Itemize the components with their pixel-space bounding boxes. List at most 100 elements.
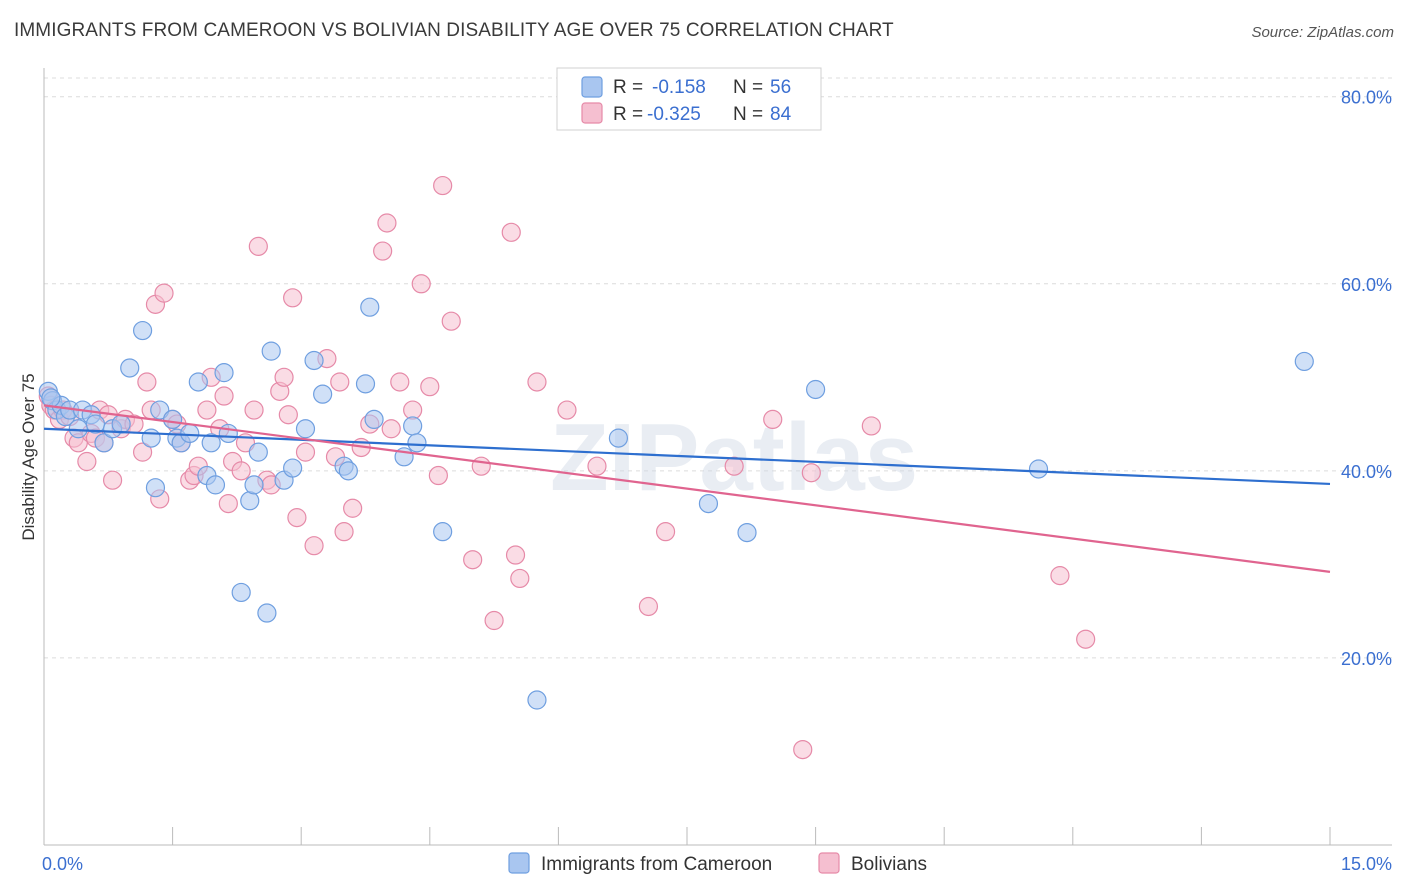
cameroon-point [805,379,826,400]
cameroon-point [364,409,384,430]
cameroon-point [608,428,629,448]
cameroon-point [244,475,264,495]
y-tick-labels: 20.0% 40.0% 60.0% 80.0% [1341,88,1392,669]
bolivians-point [463,550,483,570]
bolivians-point [377,213,397,233]
bolivians-point [132,442,153,462]
legend-n-value: 84 [770,104,792,125]
trend-lines [43,404,1331,573]
legend-r-label: R = [613,104,643,125]
cameroon-point [737,522,757,543]
bolivians-point [763,409,783,430]
bolivians-point [373,241,393,261]
bolivians-point [638,596,659,617]
bolivians-point [287,508,307,528]
cameroon-point [261,341,281,361]
cameroon-point [527,690,547,710]
bolivians-trend-line [43,404,1331,573]
cameroon-point [1294,351,1314,372]
bolivians-point [411,274,431,294]
cameroon-point [1028,459,1049,479]
stats-legend: R = -0.158 N = 56 R = -0.325 N = 84 [556,67,822,131]
cameroon-point [132,320,153,341]
series-legend: Immigrants from Cameroon Bolivians [508,852,927,875]
y-axis-label: Disability Age Over 75 [19,373,38,540]
cameroon-point [257,603,277,623]
bolivians-point [137,372,157,392]
bolivians-point [248,236,268,256]
grid-lines [44,77,1392,659]
cameroon-point [180,423,200,444]
cameroon-point [355,374,376,394]
cameroon-point [403,416,423,436]
bolivians-point [587,456,607,476]
legend-swatch-cameroon [508,852,530,874]
y-tick-label: 20.0% [1341,649,1392,669]
cameroon-point [120,358,140,378]
bolivians-point [334,522,354,542]
cameroon-point [68,419,88,439]
bolivians-point [295,442,316,462]
x-tick-labels: 0.0% 15.0% [42,854,1392,874]
cameroon-point [218,423,238,444]
bolivians-point [330,372,350,392]
bolivians-point [505,545,526,565]
y-tick-label: 80.0% [1341,88,1392,108]
bolivians-point [403,400,423,420]
bolivians-point [274,367,294,387]
legend-swatch-bolivians [818,852,840,874]
cameroon-point [433,522,453,542]
bolivians-point [231,461,251,481]
bolivians-point [381,419,401,439]
bolivians-point [1076,629,1096,649]
x-tick-label: 0.0% [42,854,83,874]
cameroon-point [94,433,114,453]
bolivians-point [244,400,264,420]
cameroon-point [240,491,260,511]
bolivians-point [283,288,303,308]
bolivians-point [655,522,676,542]
cameroon-point [205,475,226,495]
bolivians-point [510,568,530,589]
legend-swatch-bolivians [581,102,603,124]
cameroon-point [407,433,427,453]
cameroon-point [231,582,251,603]
legend-n-value: 56 [770,77,791,98]
bolivians-point [77,451,97,472]
bolivians-point [278,405,298,425]
cameroon-point [150,400,170,420]
cameroon-point [248,442,268,462]
cameroon-point [304,350,324,371]
bolivians-point [304,536,324,556]
cameroon-point [313,384,333,404]
chart-title: IMMIGRANTS FROM CAMEROON VS BOLIVIAN DIS… [14,20,894,41]
y-tick-label: 40.0% [1341,462,1392,482]
bolivians-point [154,283,174,303]
cameroon-point [295,419,316,439]
cameroon-point [698,493,719,514]
cameroon-trend-line [43,427,1331,486]
bolivians-point [343,498,363,518]
cameroon-point [141,428,161,448]
legend-r-value: -0.158 [652,77,706,98]
cameroon-point [360,297,380,317]
legend-n-label: N = [733,77,763,98]
bolivians-point [724,456,744,476]
bolivians-point [420,377,440,397]
cameroon-point [201,433,221,453]
axes [43,68,1392,846]
cameroon-point [283,458,303,478]
cameroon-point [163,409,183,430]
bolivians-point [1050,566,1070,586]
bolivians-point [390,372,410,392]
cameroon-point [41,388,61,408]
cameroon-point [338,461,358,481]
cameroon-point [111,414,131,434]
legend-r-value: -0.325 [647,104,701,125]
bolivians-point [102,470,123,490]
bolivians-point [557,400,577,420]
legend-label-bolivians: Bolivians [851,854,927,875]
bolivians-point [428,465,448,486]
bolivians-point [441,311,461,331]
